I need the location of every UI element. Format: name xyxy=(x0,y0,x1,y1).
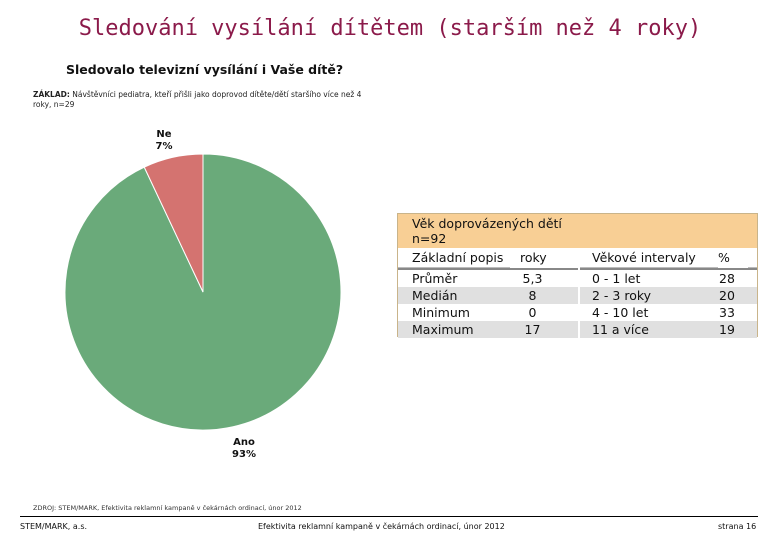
base-note: ZÁKLAD: Návštěvníci pediatra, kteří přiš… xyxy=(33,90,373,110)
row-pct: 28 xyxy=(697,270,757,287)
pie-value-ne: 7% xyxy=(156,141,173,152)
row-pct: 33 xyxy=(697,304,757,321)
col-header-unit: roky xyxy=(510,248,578,268)
footer-page: strana 16 xyxy=(718,522,757,531)
base-text: Návštěvníci pediatra, kteří přišli jako … xyxy=(33,90,362,109)
footer-study: Efektivita reklamní kampaně v čekárnách … xyxy=(258,522,505,531)
base-label: ZÁKLAD: xyxy=(33,90,70,99)
column-separator xyxy=(578,248,580,338)
pie-label-ano: Ano xyxy=(233,437,255,448)
row-pct: 20 xyxy=(697,287,757,304)
row-interval: 11 a více xyxy=(580,321,697,338)
footer-company: STEM/MARK, a.s. xyxy=(20,522,88,531)
table-row: Průměr 5,3 0 - 1 let 28 xyxy=(398,268,757,287)
row-stat: Medián xyxy=(398,287,487,304)
pie-value-ano: 93% xyxy=(232,449,256,460)
pie-chart: Ne 7% Ano 93% xyxy=(64,129,342,460)
pie-label-ne: Ne xyxy=(156,129,171,140)
question-heading: Sledovalo televizní vysílání i Vaše dítě… xyxy=(66,62,344,77)
age-table: Věk doprovázených dětí n=92 Základní pop… xyxy=(397,213,758,338)
row-stat: Minimum xyxy=(398,304,487,321)
footer-divider xyxy=(20,516,758,517)
row-pct: 19 xyxy=(697,321,757,338)
row-interval: 0 - 1 let xyxy=(580,270,697,287)
row-value: 8 xyxy=(487,287,578,304)
source-note: ZDROJ: STEM/MARK, Efektivita reklamní ka… xyxy=(33,504,302,512)
row-interval: 2 - 3 roky xyxy=(580,287,697,304)
pie-slice-ne xyxy=(143,153,204,293)
age-table-n: n=92 xyxy=(412,231,447,246)
row-stat: Maximum xyxy=(398,321,487,338)
row-value: 0 xyxy=(487,304,578,321)
col-header-interval: Věkové intervaly xyxy=(580,248,757,268)
row-value: 17 xyxy=(487,321,578,338)
table-row: Maximum 17 11 a více 19 xyxy=(398,321,757,338)
table-header-row: Základní popis roky Věkové intervaly % xyxy=(398,248,757,268)
age-table-header: Věk doprovázených dětí n=92 xyxy=(398,214,757,248)
row-interval: 4 - 10 let xyxy=(580,304,697,321)
slide-title: Sledování vysílání dítětem (starším než … xyxy=(78,16,702,41)
row-stat: Průměr xyxy=(398,270,487,287)
age-table-title: Věk doprovázených dětí xyxy=(412,216,562,231)
col-header-pct: % xyxy=(718,248,748,268)
table-row: Medián 8 2 - 3 roky 20 xyxy=(398,287,757,304)
row-value: 5,3 xyxy=(487,270,578,287)
table-row: Minimum 0 4 - 10 let 33 xyxy=(398,304,757,321)
